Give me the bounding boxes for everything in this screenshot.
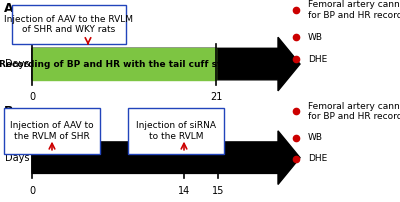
FancyBboxPatch shape [12,5,126,44]
FancyBboxPatch shape [128,108,224,154]
Text: WB: WB [308,33,323,42]
FancyBboxPatch shape [4,108,100,154]
Text: Recording of BP and HR with the tail cuff system: Recording of BP and HR with the tail cuf… [0,60,248,68]
FancyArrow shape [32,131,300,184]
Text: 14: 14 [178,186,190,196]
Text: DHE: DHE [308,154,327,163]
Text: 0: 0 [29,93,35,102]
Text: WB: WB [308,134,323,142]
Text: Days: Days [6,59,30,69]
Text: Days: Days [6,153,30,163]
Text: B: B [4,105,14,118]
Text: 21: 21 [210,93,222,102]
Text: Injection of AAV to the RVLM
of SHR and WKY rats: Injection of AAV to the RVLM of SHR and … [4,15,134,34]
Text: Injection of siRNA
to the RVLM: Injection of siRNA to the RVLM [136,121,216,141]
Text: DHE: DHE [308,55,327,64]
Text: A: A [4,2,14,15]
Text: Femoral artery cannulation
for BP and HR recording: Femoral artery cannulation for BP and HR… [308,0,400,20]
Text: 0: 0 [29,186,35,196]
Bar [32,48,216,80]
Text: 15: 15 [212,186,224,196]
Text: Injection of AAV to
the RVLM of SHR: Injection of AAV to the RVLM of SHR [10,121,94,141]
Text: Femoral artery cannulation
for BP and HR recording: Femoral artery cannulation for BP and HR… [308,102,400,121]
FancyArrow shape [32,37,300,91]
